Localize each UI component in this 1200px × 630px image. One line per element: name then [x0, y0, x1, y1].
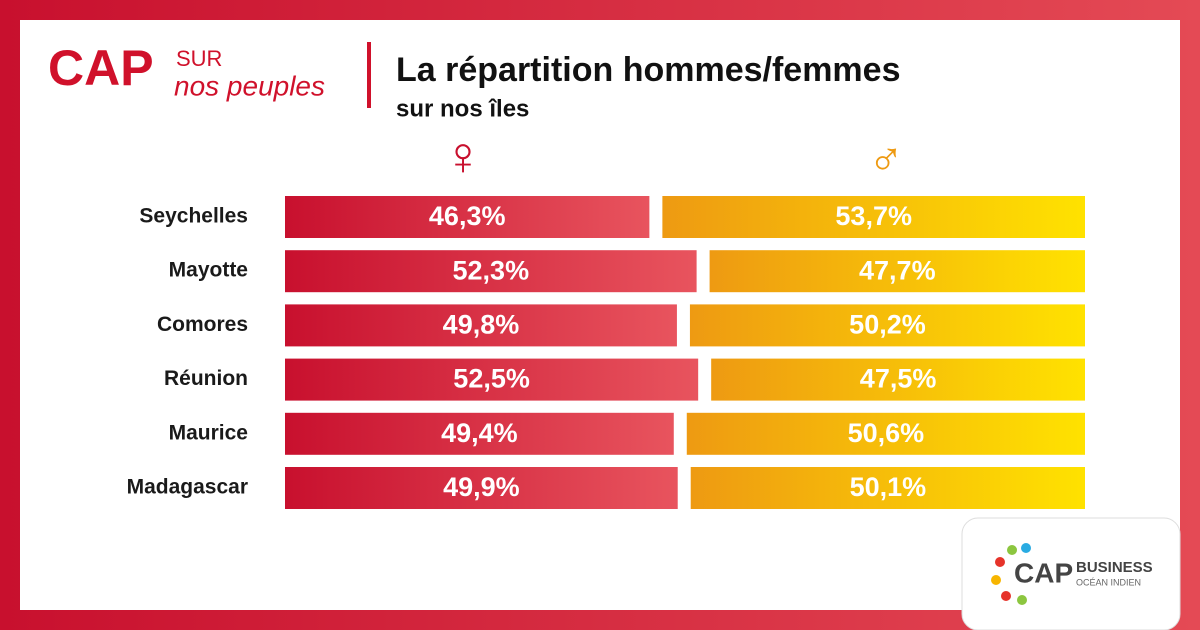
value-label: 52,3%: [453, 255, 530, 285]
legend-female: ♀: [443, 126, 484, 186]
bar: [285, 250, 697, 293]
category-label: Comores: [157, 313, 248, 336]
logo-cap: CAP: [48, 40, 154, 96]
value-label: 49,8%: [443, 310, 520, 340]
bar: [285, 196, 650, 238]
logo-sur: SUR: [176, 46, 222, 71]
bar: [285, 467, 678, 509]
bar: [686, 412, 1085, 455]
value-label: 52,5%: [453, 364, 530, 394]
value-label: 49,4%: [441, 418, 518, 448]
footer-region: OCÉAN INDIEN: [1076, 577, 1141, 587]
category-label: Maurice: [169, 421, 248, 444]
bar: [662, 196, 1085, 238]
value-label: 47,7%: [859, 255, 936, 285]
bar: [285, 304, 677, 347]
value-label: 47,5%: [860, 364, 937, 394]
value-label: 49,9%: [443, 472, 520, 502]
bar: [711, 358, 1085, 401]
value-label: 50,2%: [849, 310, 926, 340]
value-label: 50,6%: [848, 418, 925, 448]
bar: [285, 358, 699, 401]
footer-cap: CAP: [1014, 557, 1073, 588]
value-label: 46,3%: [429, 201, 506, 231]
bar: [285, 412, 674, 455]
logo-tagline: nos peuples: [174, 70, 325, 101]
category-label: Madagascar: [127, 476, 248, 499]
value-label: 50,1%: [850, 472, 927, 502]
footer-box: [961, 517, 1181, 630]
footer-icon: [991, 543, 1031, 605]
category-label: Réunion: [164, 367, 248, 390]
category-label: Seychelles: [139, 205, 248, 228]
bar: [709, 250, 1085, 293]
bar: [690, 467, 1085, 509]
chart-title: La répartition hommes/femmes: [396, 51, 900, 89]
footer-business: BUSINESS: [1076, 559, 1153, 576]
chart-subtitle: sur nos îles: [396, 95, 529, 122]
divider: [367, 42, 371, 108]
value-label: 53,7%: [835, 201, 912, 231]
legend-male: ♂: [868, 134, 904, 187]
bar: [689, 304, 1085, 347]
category-label: Mayotte: [169, 259, 248, 282]
